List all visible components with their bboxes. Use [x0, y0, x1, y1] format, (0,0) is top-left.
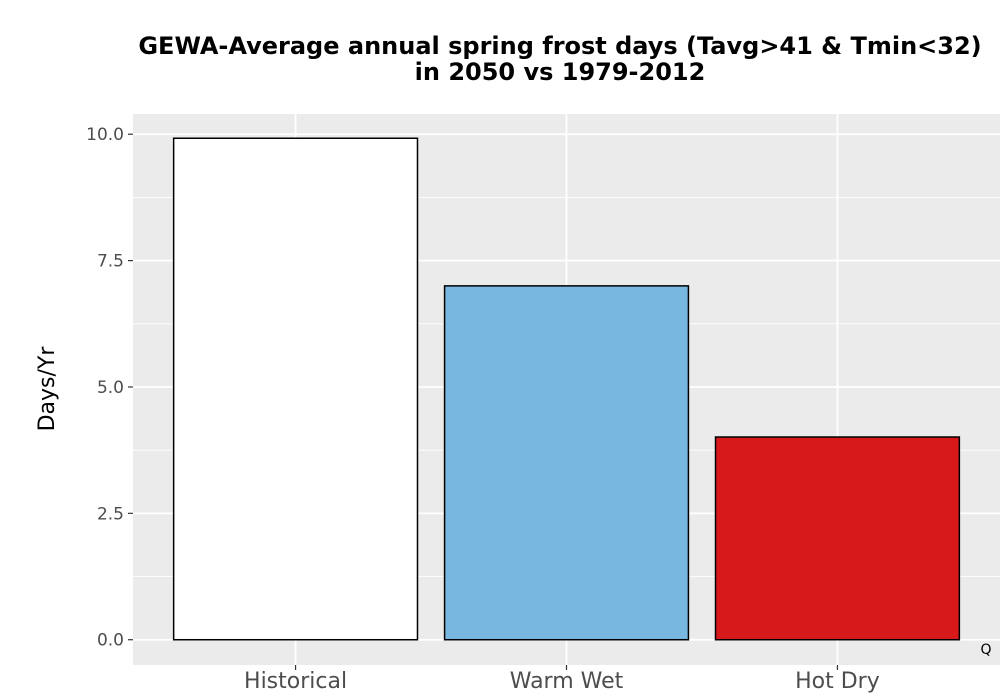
- bars-group: [172, 137, 961, 641]
- y-tick-label: 0.0: [97, 631, 124, 651]
- x-tick-label: Hot Dry: [795, 669, 880, 694]
- y-tick-label: 2.5: [97, 504, 124, 524]
- y-axis: 0.0 2.5 5.0 7.5 10.0: [86, 125, 133, 651]
- x-tick-label: Warm Wet: [510, 669, 624, 694]
- chart-title-line2: in 2050 vs 1979-2012: [415, 58, 706, 86]
- bar-warm-wet: [443, 285, 690, 641]
- bar-hot-dry: [714, 436, 961, 641]
- bar-historical: [172, 137, 419, 641]
- y-tick-label: 5.0: [97, 378, 124, 398]
- y-tick-label: 10.0: [86, 125, 124, 145]
- corner-note: Q: [980, 642, 991, 658]
- x-axis: Historical Warm Wet Hot Dry: [244, 665, 880, 694]
- y-axis-label: Days/Yr: [35, 346, 60, 432]
- x-tick-label: Historical: [244, 669, 347, 694]
- y-tick-label: 7.5: [97, 252, 124, 272]
- chart-title: GEWA-Average annual spring frost days (T…: [138, 32, 981, 60]
